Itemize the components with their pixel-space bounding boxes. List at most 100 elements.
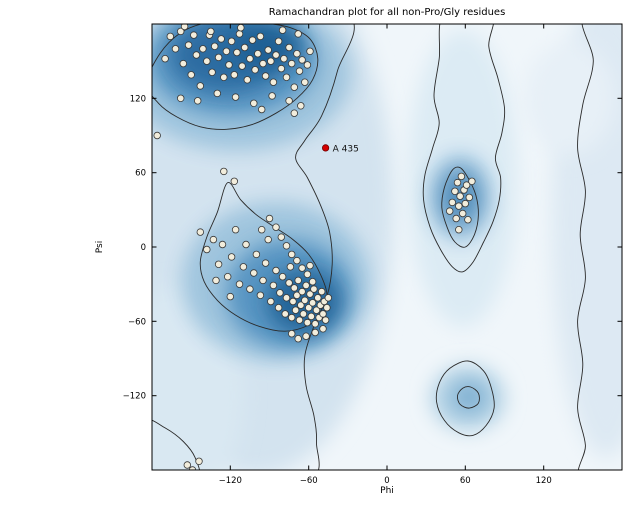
residue-point xyxy=(231,225,240,234)
residue-point xyxy=(274,37,283,45)
residue-point xyxy=(252,250,261,259)
residue-point xyxy=(171,45,180,53)
residue-point xyxy=(239,263,248,271)
residue-point xyxy=(272,266,280,275)
y-tick-label: 0 xyxy=(141,243,146,253)
residue-point xyxy=(226,292,234,301)
residue-point xyxy=(468,177,476,185)
residue-point xyxy=(265,214,274,223)
residue-point xyxy=(321,316,330,324)
residue-point xyxy=(231,93,240,101)
residue-point xyxy=(246,285,254,293)
residue-point xyxy=(308,299,317,307)
residue-point xyxy=(264,46,272,54)
residue-point xyxy=(258,105,266,114)
residue-point xyxy=(298,264,306,272)
residue-point xyxy=(465,193,473,202)
residue-point xyxy=(302,281,310,290)
residue-point xyxy=(250,269,258,277)
residue-point xyxy=(258,225,266,234)
residue-point xyxy=(176,94,185,102)
residue-point xyxy=(193,97,202,105)
residue-point xyxy=(288,313,296,322)
residue-point xyxy=(203,245,211,254)
residue-point xyxy=(301,78,309,86)
residue-point xyxy=(285,279,293,287)
residue-point xyxy=(277,233,285,241)
residue-point xyxy=(293,256,301,265)
residue-point xyxy=(230,71,238,79)
residue-point xyxy=(225,61,233,69)
residue-point xyxy=(453,178,462,187)
residue-point xyxy=(190,31,198,39)
residue-point xyxy=(227,37,236,45)
residue-point xyxy=(319,325,327,333)
residue-point xyxy=(196,82,204,90)
residue-point xyxy=(308,278,317,286)
residue-point xyxy=(203,57,211,65)
residue-point xyxy=(306,47,314,55)
x-tick-label: −120 xyxy=(219,476,242,486)
residue-point xyxy=(286,263,295,271)
residue-point xyxy=(459,209,467,218)
residue-point xyxy=(153,131,161,140)
residue-point xyxy=(209,235,218,244)
residue-point xyxy=(261,72,270,80)
x-tick-label: −60 xyxy=(300,476,318,486)
residue-point xyxy=(268,92,276,100)
residue-point xyxy=(446,207,454,215)
residue-point xyxy=(295,67,304,75)
residue-point xyxy=(298,287,306,296)
residue-point xyxy=(302,332,310,340)
residue-point xyxy=(301,296,309,304)
residue-point xyxy=(307,312,315,321)
residue-point xyxy=(291,306,300,314)
residue-point xyxy=(195,457,203,465)
residue-point xyxy=(251,66,259,74)
residue-point xyxy=(196,228,204,236)
contour-left-handed-favored xyxy=(441,166,479,248)
residue-point xyxy=(312,306,321,314)
residue-point xyxy=(259,59,267,68)
residue-point xyxy=(235,280,244,288)
residue-point xyxy=(267,297,275,306)
residue-point xyxy=(295,316,304,324)
residue-point xyxy=(452,214,460,223)
residue-point xyxy=(207,27,215,36)
residue-point xyxy=(282,242,291,250)
residue-point xyxy=(288,330,296,338)
x-tick-label: 120 xyxy=(536,476,552,486)
axis-ticks: −120 −60 0 60 120 −120 −60 0 60 120 xyxy=(123,24,622,486)
residue-point xyxy=(297,301,305,309)
residue-point xyxy=(238,62,246,70)
residue-point xyxy=(289,297,297,306)
residue-point xyxy=(161,55,169,63)
residue-point xyxy=(250,99,258,107)
residue-point xyxy=(281,310,289,318)
residue-point xyxy=(294,335,302,343)
residue-point xyxy=(303,270,312,278)
residue-point xyxy=(208,68,216,76)
contour-corner-lower-left xyxy=(152,419,200,470)
x-tick-label: 60 xyxy=(460,476,471,486)
residue-point xyxy=(306,290,314,298)
residue-point xyxy=(276,289,284,297)
residue-point xyxy=(214,260,223,268)
residue-point xyxy=(324,294,332,302)
y-tick-label: −120 xyxy=(123,392,146,402)
residue-point xyxy=(272,51,280,59)
residue-point xyxy=(218,240,227,249)
residue-point xyxy=(274,304,283,312)
residue-point xyxy=(290,83,298,91)
residue-point xyxy=(285,97,293,105)
contour-outer-left-allowed xyxy=(295,24,355,470)
residue-point xyxy=(290,284,298,292)
contour-left-handed-allowed xyxy=(422,24,506,273)
residue-point xyxy=(456,192,464,200)
residue-point xyxy=(184,41,193,49)
residue-point xyxy=(448,198,456,207)
residue-point xyxy=(222,47,231,55)
residue-point xyxy=(298,56,306,64)
residue-point xyxy=(293,291,301,299)
residue-point xyxy=(199,45,207,53)
